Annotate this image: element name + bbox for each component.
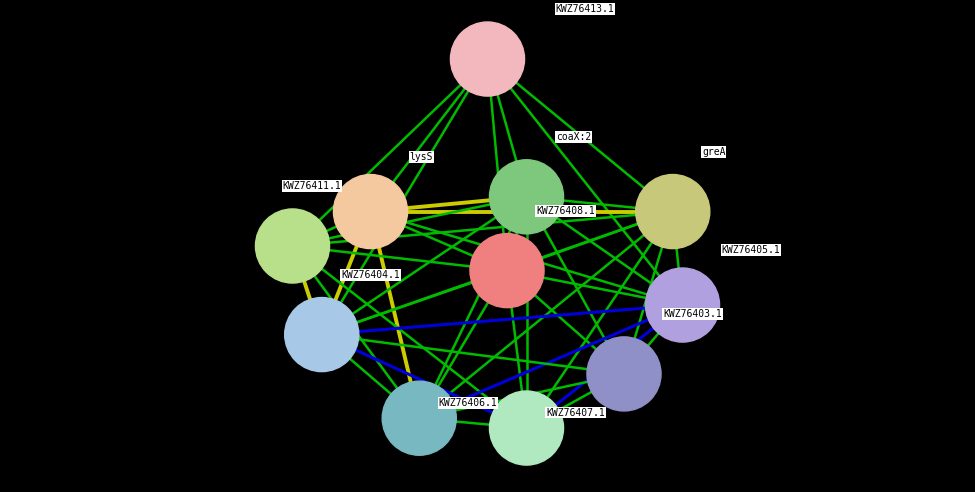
Ellipse shape [489,160,564,234]
Text: KWZ76404.1: KWZ76404.1 [341,270,400,280]
Ellipse shape [382,381,456,455]
Ellipse shape [587,337,661,411]
Text: KWZ76408.1: KWZ76408.1 [536,206,595,216]
Text: KWZ76406.1: KWZ76406.1 [439,398,497,408]
Text: KWZ76413.1: KWZ76413.1 [556,4,614,14]
Ellipse shape [489,391,564,465]
Ellipse shape [636,175,710,248]
Text: KWZ76405.1: KWZ76405.1 [722,245,780,255]
Text: KWZ76411.1: KWZ76411.1 [283,181,341,191]
Ellipse shape [470,234,544,308]
Ellipse shape [645,268,720,342]
Ellipse shape [285,298,359,371]
Text: KWZ76403.1: KWZ76403.1 [663,309,722,319]
Text: greA: greA [702,147,725,157]
Text: KWZ76407.1: KWZ76407.1 [546,407,604,418]
Ellipse shape [333,175,408,248]
Ellipse shape [255,209,330,283]
Text: lysS: lysS [410,152,433,162]
Ellipse shape [450,22,525,96]
Text: coaX:2: coaX:2 [556,132,591,142]
